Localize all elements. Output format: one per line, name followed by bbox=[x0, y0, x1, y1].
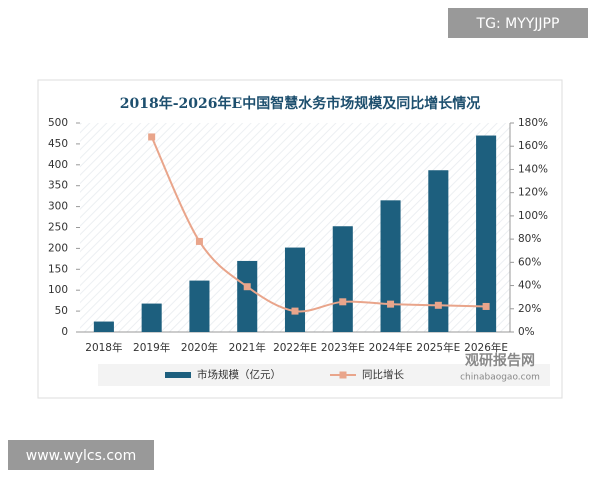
bar bbox=[476, 135, 497, 332]
line-marker bbox=[482, 302, 490, 310]
x-tick-label: 2024年E bbox=[369, 341, 413, 354]
watermark-box bbox=[8, 440, 154, 470]
watermark: www.wylcs.com bbox=[26, 448, 136, 464]
bar bbox=[141, 303, 162, 332]
y2-tick-label: 160% bbox=[518, 140, 548, 152]
y-tick-label: 300 bbox=[48, 201, 68, 213]
legend-swatch bbox=[165, 372, 191, 378]
watermark-box bbox=[448, 8, 588, 38]
line-marker bbox=[291, 307, 299, 315]
legend-box bbox=[98, 364, 550, 386]
bar bbox=[93, 321, 114, 332]
legend-label: 市场规模（亿元） bbox=[197, 368, 281, 381]
y-tick-label: 150 bbox=[48, 263, 68, 275]
legend-swatch bbox=[339, 371, 347, 379]
x-tick-label: 2019年 bbox=[133, 341, 170, 354]
legend-label: 同比增长 bbox=[362, 368, 404, 381]
y2-tick-label: 20% bbox=[518, 303, 541, 315]
y2-tick-label: 80% bbox=[518, 233, 541, 245]
x-tick-label: 2020年 bbox=[181, 341, 218, 354]
bar bbox=[380, 200, 401, 332]
y2-tick-label: 140% bbox=[518, 163, 548, 175]
source-logo: 观研报告网 bbox=[465, 352, 535, 369]
y2-tick-label: 60% bbox=[518, 256, 541, 268]
y2-tick-label: 0% bbox=[518, 326, 535, 338]
chart-title: 2018年-2026年E中国智慧水务市场规模及同比增长情况 bbox=[120, 95, 480, 112]
y-tick-label: 500 bbox=[48, 117, 68, 129]
bar bbox=[332, 226, 353, 332]
y-tick-label: 350 bbox=[48, 180, 68, 192]
bar bbox=[428, 170, 449, 332]
line-marker bbox=[387, 300, 395, 308]
y-tick-label: 400 bbox=[48, 159, 68, 171]
source-url: chinabaogao.com bbox=[460, 373, 540, 383]
y-tick-label: 250 bbox=[48, 222, 68, 234]
x-tick-label: 2022年E bbox=[273, 341, 317, 354]
y-tick-label: 0 bbox=[61, 326, 68, 338]
y-tick-label: 200 bbox=[48, 242, 68, 254]
x-tick-label: 2021年 bbox=[229, 341, 266, 354]
x-tick-label: 2018年 bbox=[85, 341, 122, 354]
x-tick-label: 2026年E bbox=[464, 341, 508, 354]
line-marker bbox=[195, 237, 203, 245]
bar bbox=[237, 260, 258, 332]
bar bbox=[284, 247, 306, 332]
x-tick-label: 2023年E bbox=[321, 341, 365, 354]
watermark: TG: MYYJJPP bbox=[476, 16, 560, 32]
line-marker bbox=[339, 298, 347, 306]
y-tick-label: 100 bbox=[48, 284, 68, 296]
line-marker bbox=[243, 283, 251, 291]
line-marker bbox=[148, 133, 156, 141]
line-marker bbox=[434, 301, 442, 309]
y2-tick-label: 40% bbox=[518, 280, 541, 292]
x-tick-label: 2025年E bbox=[416, 341, 460, 354]
bar bbox=[189, 280, 210, 332]
y-tick-label: 50 bbox=[55, 305, 68, 317]
y2-tick-label: 180% bbox=[518, 117, 548, 129]
y-tick-label: 450 bbox=[48, 138, 68, 150]
y2-tick-label: 120% bbox=[518, 187, 548, 199]
y2-tick-label: 100% bbox=[518, 210, 548, 222]
